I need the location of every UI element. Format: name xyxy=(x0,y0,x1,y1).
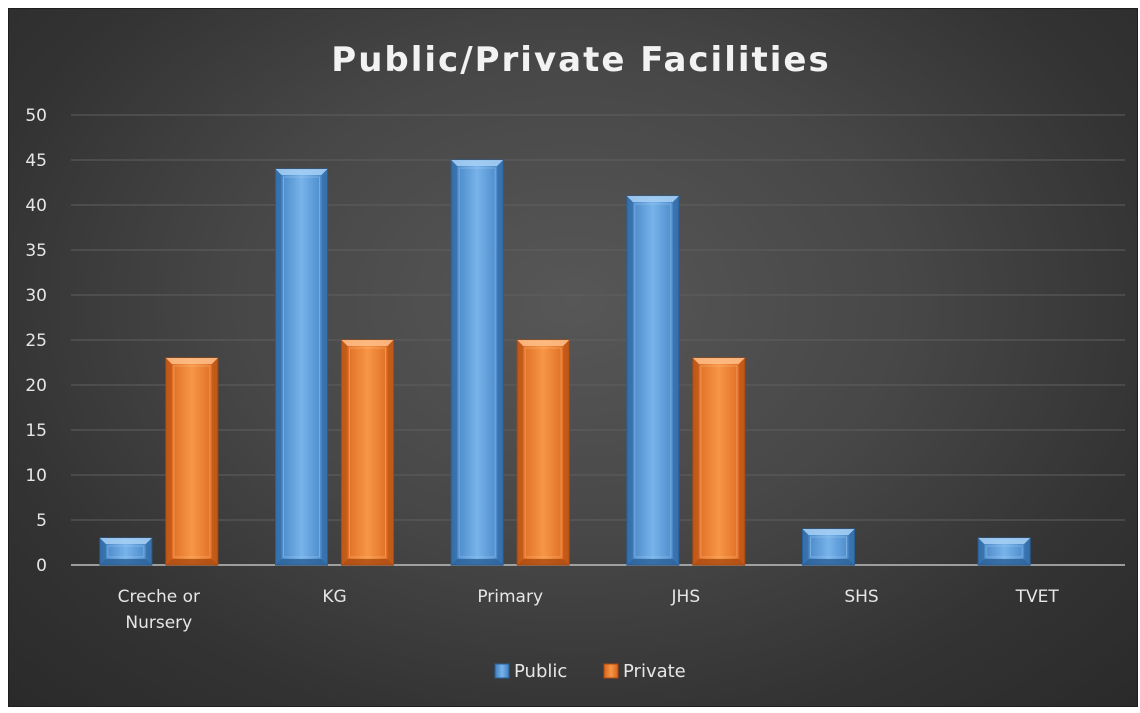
x-category-label: Nursery xyxy=(125,613,192,633)
y-tick-label: 40 xyxy=(25,196,47,216)
legend: Public Private xyxy=(494,661,686,682)
x-category-label: TVET xyxy=(1015,587,1060,607)
x-axis-category-labels: Creche or Nursery KG Primary JHS SHS TVET xyxy=(118,587,1060,633)
x-category-label: SHS xyxy=(844,587,878,607)
bar-public xyxy=(99,537,153,566)
bar-public xyxy=(626,195,680,566)
legend-label: Public xyxy=(514,661,567,682)
bar-public xyxy=(802,528,855,566)
x-category-label: Primary xyxy=(477,587,543,607)
chart-svg: Public/Private Facilities 0 5 10 15 20 25 30 35… xyxy=(25,40,1125,682)
y-tick-label: 15 xyxy=(25,421,47,441)
legend-swatch-private xyxy=(603,663,619,679)
x-category-label: Creche or xyxy=(118,587,200,607)
bar-public xyxy=(977,537,1031,566)
bar-public xyxy=(275,168,328,566)
x-category-label: JHS xyxy=(671,587,701,607)
x-category-label: KG xyxy=(322,587,346,607)
y-tick-label: 20 xyxy=(25,376,47,396)
legend-label: Private xyxy=(623,661,686,682)
y-tick-label: 10 xyxy=(25,466,47,486)
bar-private xyxy=(165,357,219,566)
y-tick-label: 35 xyxy=(25,241,47,261)
y-tick-label: 50 xyxy=(25,106,47,126)
gridlines xyxy=(71,114,1125,566)
y-tick-label: 5 xyxy=(36,511,47,531)
y-tick-label: 0 xyxy=(36,556,47,576)
y-tick-label: 45 xyxy=(25,151,47,171)
chart-frame: Public/Private Facilities 0 5 10 15 20 25 30 35… xyxy=(8,8,1138,707)
y-tick-label: 30 xyxy=(25,286,47,306)
legend-item-private: Private xyxy=(603,661,686,682)
bar-private xyxy=(341,339,394,566)
bars xyxy=(99,159,1031,566)
bar-public xyxy=(450,159,504,566)
legend-item-public: Public xyxy=(494,661,567,682)
y-axis-tick-labels: 0 5 10 15 20 25 30 35 40 45 50 xyxy=(25,106,47,576)
bar-private xyxy=(692,357,746,566)
y-tick-label: 25 xyxy=(25,331,47,351)
chart-title: Public/Private Facilities xyxy=(331,40,830,80)
legend-swatch-public xyxy=(494,663,510,679)
bar-private xyxy=(516,339,570,566)
